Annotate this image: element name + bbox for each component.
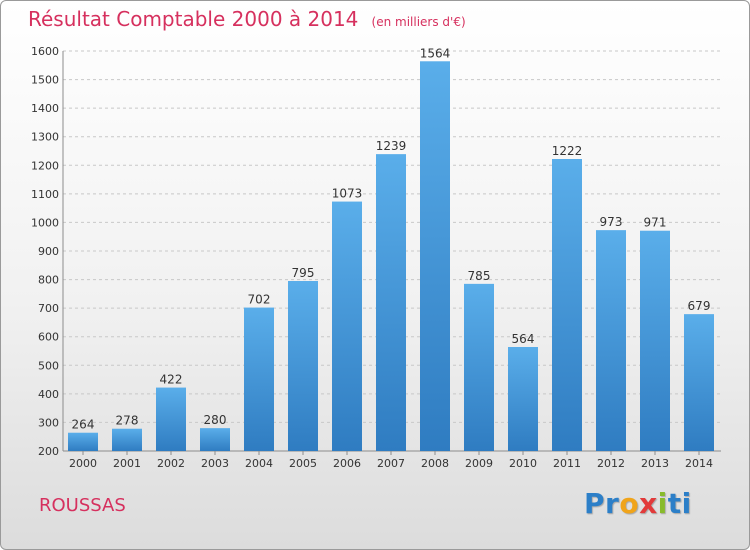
data-label-2013: 971 — [644, 216, 667, 230]
bar-2007 — [376, 154, 406, 451]
y-tick-label: 800 — [38, 274, 59, 287]
y-tick-label: 400 — [38, 388, 59, 401]
chart-title: Résultat Comptable 2000 à 2014 (en milli… — [28, 7, 466, 31]
data-label-2008: 1564 — [420, 46, 451, 60]
y-tick-label: 300 — [38, 416, 59, 429]
x-tick-label-2002: 2002 — [157, 457, 185, 470]
x-tick-label-2011: 2011 — [553, 457, 581, 470]
y-tick-label: 200 — [38, 445, 59, 458]
bar-2014 — [684, 314, 714, 451]
data-label-2006: 1073 — [332, 187, 363, 201]
bar-2009 — [464, 283, 494, 451]
y-tick-label: 1300 — [31, 131, 59, 144]
bar-2013 — [640, 230, 670, 451]
x-tick-label-2005: 2005 — [289, 457, 317, 470]
bar-2002 — [156, 387, 186, 451]
x-tick-label-2003: 2003 — [201, 457, 229, 470]
data-label-2001: 278 — [116, 414, 139, 428]
bar-2011 — [552, 159, 582, 451]
x-tick-label-2007: 2007 — [377, 457, 405, 470]
x-tick-label-2012: 2012 — [597, 457, 625, 470]
logo-part-4: i — [657, 487, 668, 520]
x-tick-label-2010: 2010 — [509, 457, 537, 470]
chart-title-main: Résultat Comptable 2000 à 2014 — [28, 7, 359, 31]
x-tick-label-2006: 2006 — [333, 457, 361, 470]
logo-part-3: x — [639, 487, 658, 520]
y-tick-label: 1500 — [31, 74, 59, 87]
data-label-2012: 973 — [600, 215, 623, 229]
x-tick-label-2009: 2009 — [465, 457, 493, 470]
y-tick-label: 600 — [38, 331, 59, 344]
bar-2001 — [112, 428, 142, 451]
logo-part-1: Pr — [584, 487, 620, 520]
x-tick-label-2014: 2014 — [685, 457, 713, 470]
data-label-2010: 564 — [512, 332, 535, 346]
bar-2000 — [68, 432, 98, 451]
y-tick-label: 1100 — [31, 188, 59, 201]
data-label-2003: 280 — [204, 413, 227, 427]
bar-2012 — [596, 230, 626, 451]
proxiti-logo: Proxiti — [584, 487, 692, 520]
bar-2004 — [244, 307, 274, 451]
chart-subtitle: (en milliers d'€) — [371, 15, 466, 29]
y-tick-label: 700 — [38, 302, 59, 315]
x-tick-label-2008: 2008 — [421, 457, 449, 470]
data-label-2004: 702 — [248, 293, 271, 307]
y-tick-label: 1600 — [31, 45, 59, 58]
bar-2006 — [332, 201, 362, 451]
bar-2003 — [200, 428, 230, 451]
logo-part-2: o — [619, 487, 640, 520]
bar-2010 — [508, 347, 538, 451]
y-tick-label: 1400 — [31, 102, 59, 115]
location-label: ROUSSAS — [39, 495, 126, 516]
y-tick-label: 1200 — [31, 159, 59, 172]
x-tick-label-2000: 2000 — [69, 457, 97, 470]
y-tick-label: 1000 — [31, 216, 59, 229]
y-tick-label: 900 — [38, 245, 59, 258]
data-label-2007: 1239 — [376, 139, 407, 153]
x-tick-label-2013: 2013 — [641, 457, 669, 470]
x-tick-label-2001: 2001 — [113, 457, 141, 470]
data-label-2011: 1222 — [552, 144, 583, 158]
bar-2005 — [288, 281, 318, 451]
bar-2008 — [420, 61, 450, 452]
data-label-2009: 785 — [468, 269, 491, 283]
data-label-2002: 422 — [160, 373, 183, 387]
x-tick-label-2004: 2004 — [245, 457, 273, 470]
data-label-2005: 795 — [292, 266, 315, 280]
data-label-2000: 264 — [72, 418, 95, 432]
data-label-2014: 679 — [688, 299, 711, 313]
logo-part-5: ti — [667, 487, 692, 520]
y-tick-label: 500 — [38, 359, 59, 372]
